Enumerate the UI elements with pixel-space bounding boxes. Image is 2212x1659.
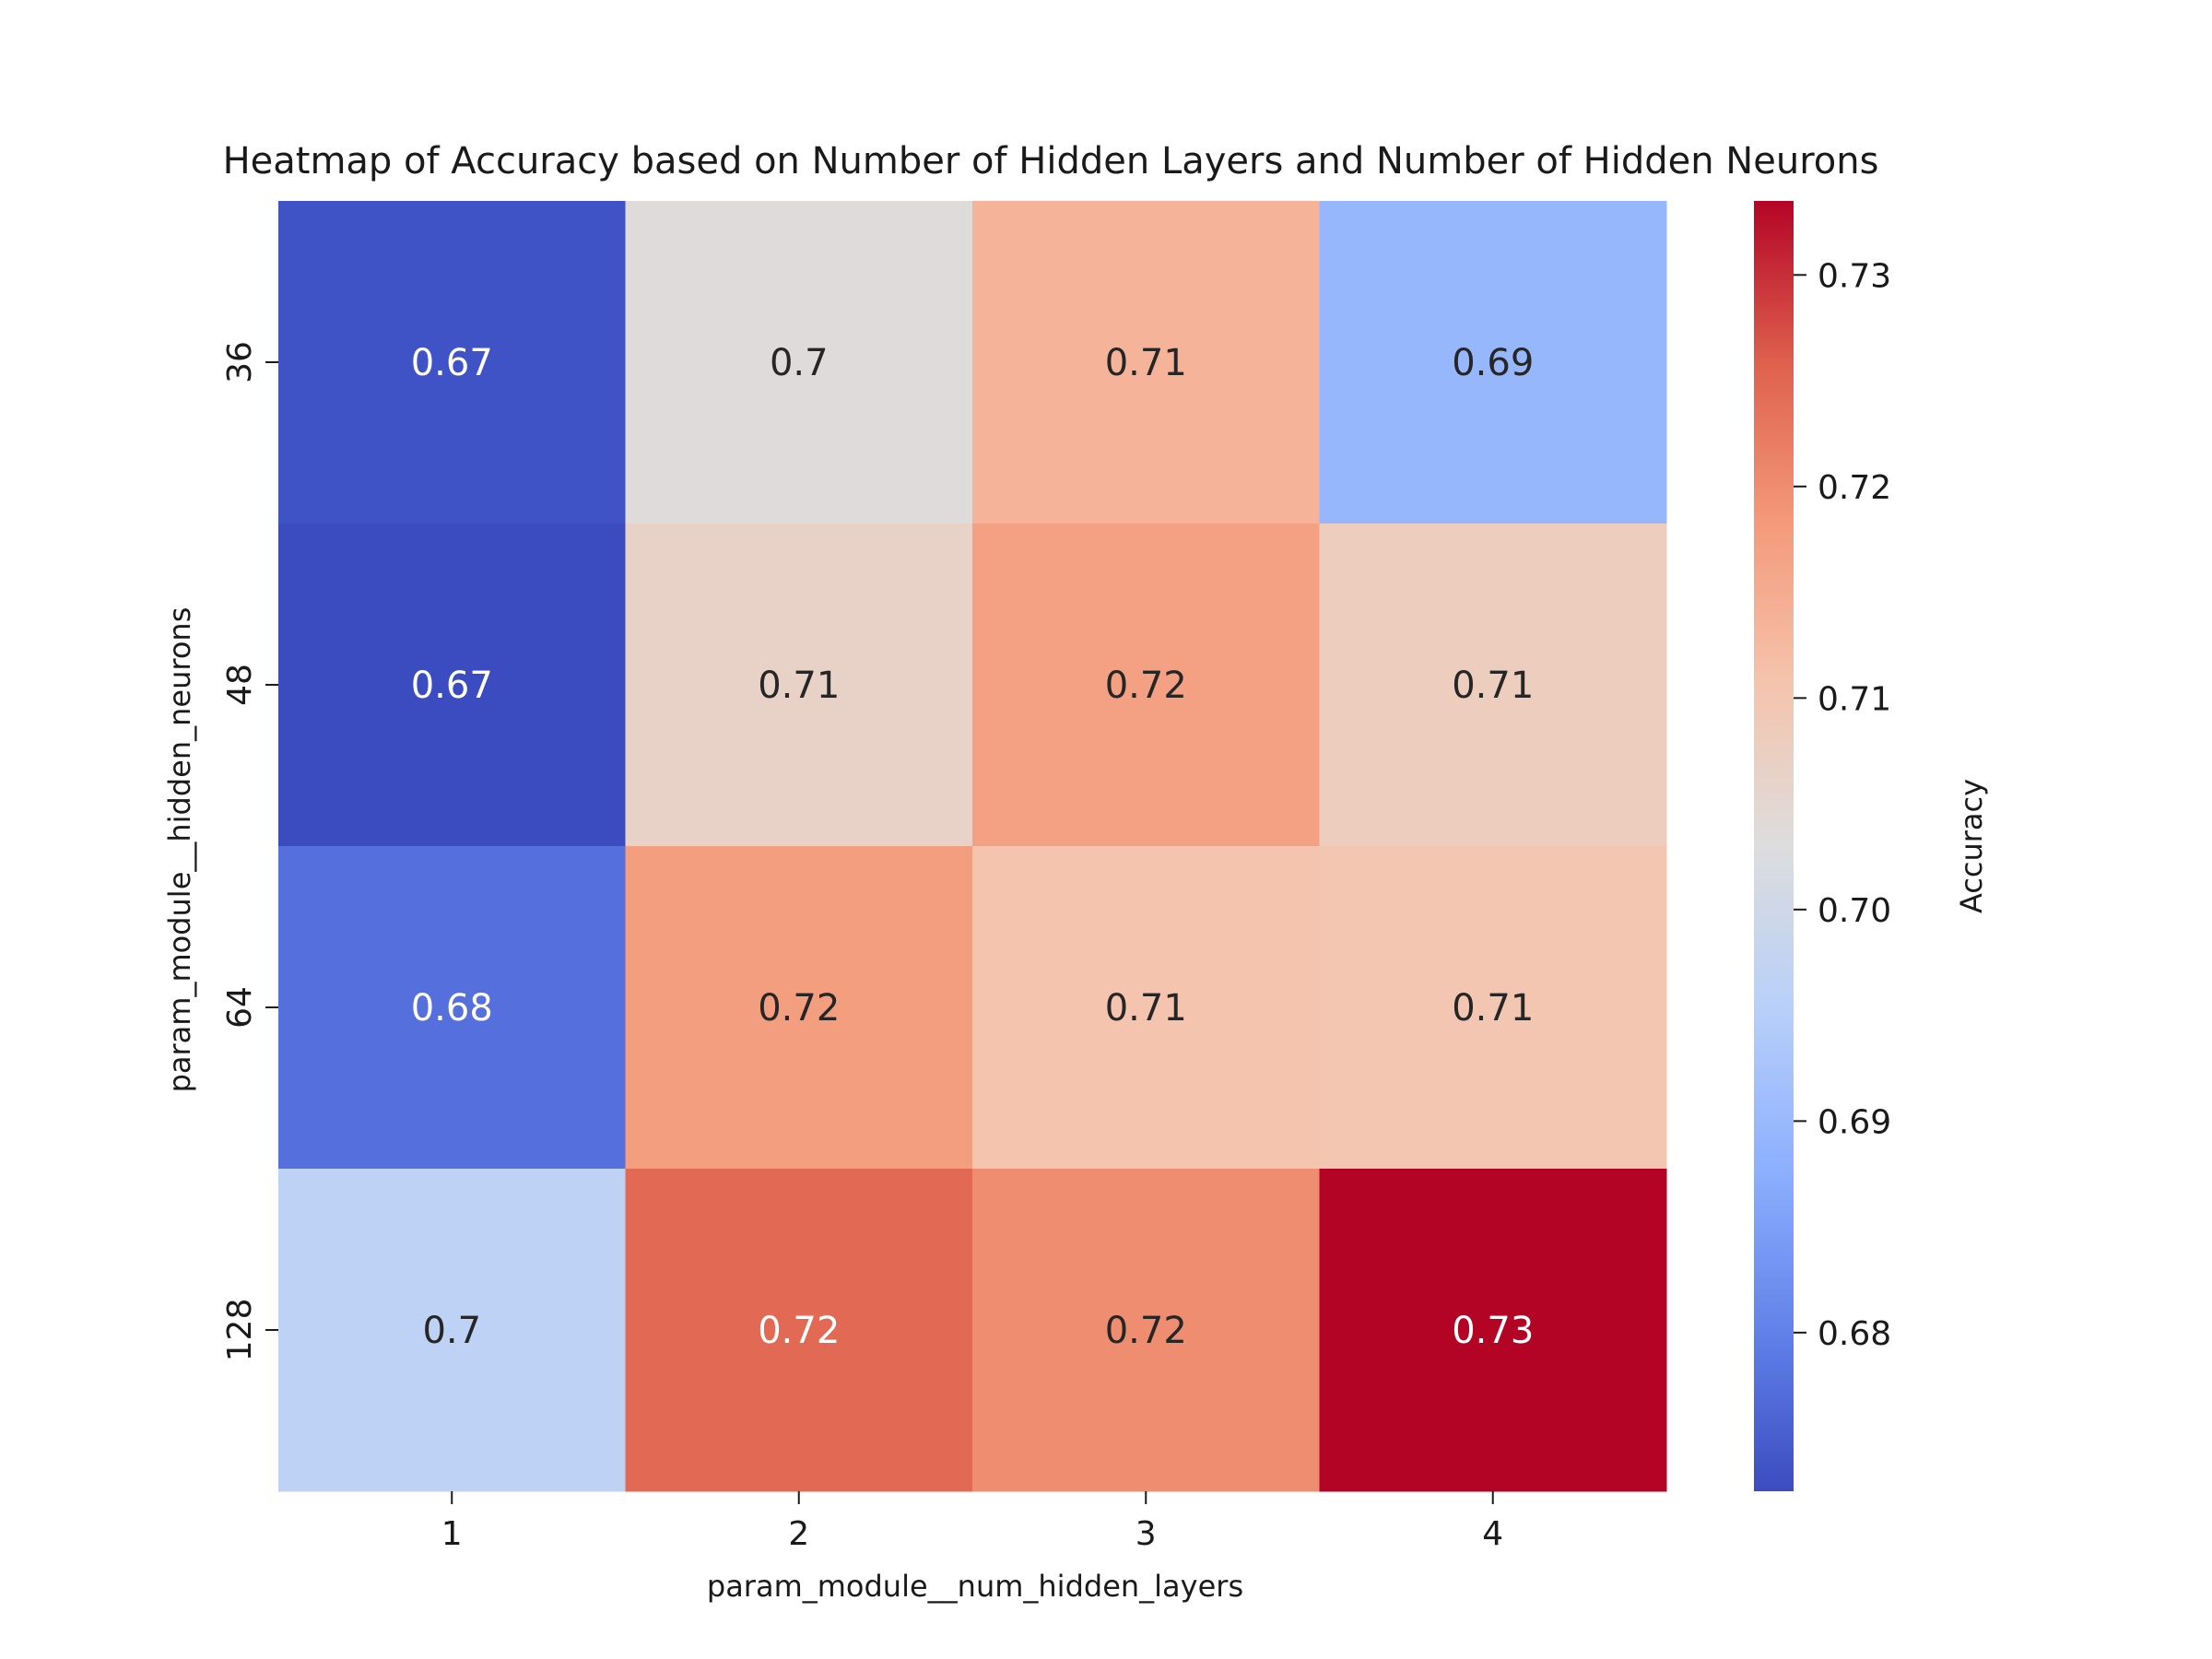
x-tick-label: 1	[441, 1515, 463, 1553]
y-tick-label: 36	[221, 341, 259, 383]
heatmap-cell-labels: 0.67 0.7 0.71 0.69 0.67 0.71 0.72 0.71 0.68 0.72 0…	[411, 342, 1535, 1352]
heatmap-cells	[278, 201, 1667, 1492]
chart-title: Heatmap of Accuracy based on Number of H…	[223, 140, 1879, 182]
y-tick-label: 48	[221, 664, 259, 706]
colorbar-tick-label: 0.72	[1818, 469, 1891, 507]
heatmap-cell	[278, 1169, 626, 1492]
colorbar-tick-label: 0.70	[1818, 892, 1891, 930]
heatmap-cell	[278, 524, 626, 847]
colorbar-tick-label: 0.68	[1818, 1315, 1891, 1353]
cell-value-label: 0.67	[411, 665, 493, 707]
cell-value-label: 0.68	[411, 987, 493, 1030]
colorbar-tick-label: 0.69	[1818, 1103, 1891, 1141]
heatmap-cell	[972, 201, 1320, 524]
heatmap-cell	[278, 846, 626, 1170]
colorbar-tick-label: 0.73	[1818, 257, 1891, 295]
cell-value-label: 0.69	[1452, 342, 1534, 384]
x-tick-label: 3	[1135, 1515, 1157, 1553]
heatmap-cell	[625, 846, 973, 1170]
colorbar-label: Accuracy	[1954, 779, 1989, 913]
cell-value-label: 0.71	[758, 665, 840, 707]
colorbar	[1754, 201, 1794, 1491]
y-axis: 36 48 64 128	[221, 341, 278, 1361]
cell-value-label: 0.71	[1452, 665, 1534, 707]
cell-value-label: 0.71	[1105, 987, 1187, 1030]
heatmap-cell	[625, 201, 973, 524]
x-tick-label: 4	[1482, 1515, 1503, 1553]
heatmap-cell	[1319, 846, 1667, 1170]
y-tick-label: 128	[221, 1299, 259, 1362]
cell-value-label: 0.72	[758, 987, 840, 1030]
x-axis-label: param_module__num_hidden_layers	[707, 1569, 1243, 1604]
heatmap-cell	[625, 1169, 973, 1492]
heatmap-cell	[972, 846, 1320, 1170]
colorbar-tick-label: 0.71	[1818, 680, 1891, 718]
x-axis: 1 2 3 4	[441, 1491, 1503, 1553]
heatmap-cell	[625, 524, 973, 847]
x-tick-label: 2	[788, 1515, 809, 1553]
heatmap-cell	[1319, 201, 1667, 524]
cell-value-label: 0.72	[758, 1310, 840, 1352]
y-tick-label: 64	[221, 986, 259, 1029]
heatmap-cell	[278, 201, 626, 524]
heatmap-cell	[1319, 524, 1667, 847]
y-axis-label: param_module__hidden_neurons	[162, 607, 197, 1093]
cell-value-label: 0.72	[1105, 665, 1187, 707]
cell-value-label: 0.73	[1452, 1310, 1534, 1352]
cell-value-label: 0.71	[1105, 342, 1187, 384]
colorbar-ticks: 0.68 0.69 0.70 0.71 0.72 0.73	[1794, 257, 1891, 1353]
cell-value-label: 0.72	[1105, 1310, 1187, 1352]
cell-value-label: 0.7	[770, 342, 829, 384]
heatmap-cell	[972, 1169, 1320, 1492]
heatmap-cell	[1319, 1169, 1667, 1492]
cell-value-label: 0.67	[411, 342, 493, 384]
cell-value-label: 0.71	[1452, 987, 1534, 1030]
cell-value-label: 0.7	[422, 1310, 481, 1352]
heatmap-cell	[972, 524, 1320, 847]
